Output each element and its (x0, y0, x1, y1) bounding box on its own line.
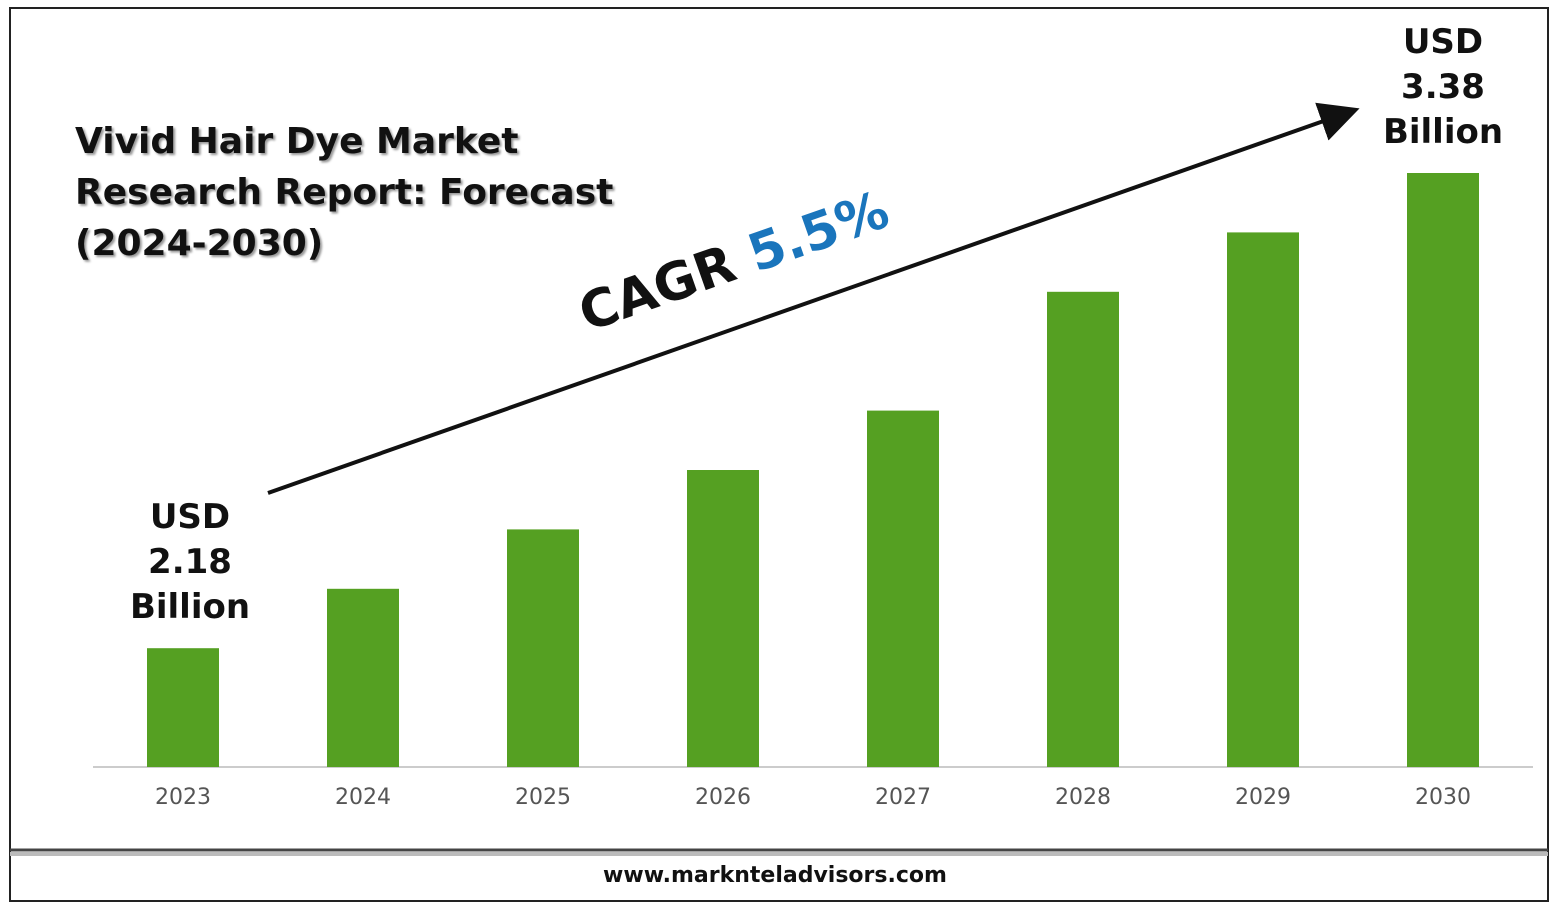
value-label-line: Billion (130, 587, 250, 627)
x-tick-label: 2026 (695, 785, 751, 810)
value-label-line: USD (150, 497, 230, 537)
cagr-label: CAGR 5.5% (571, 180, 896, 344)
trend-arrow (267, 102, 1360, 495)
value-label: USD 3.38 Billion (1383, 22, 1503, 152)
cagr-value: 5.5% (741, 180, 897, 284)
bar (687, 470, 759, 767)
frame (9, 7, 1549, 902)
bar (147, 648, 219, 767)
bar (867, 410, 939, 767)
value-label-line: USD (1403, 22, 1483, 62)
value-label-line: 2.18 (148, 542, 232, 582)
footer: www.marknteladvisors.com (603, 863, 947, 888)
value-label: USD 2.18 Billion (130, 497, 250, 627)
x-tick-label: 2023 (155, 785, 211, 810)
x-tick-label: 2028 (1055, 785, 1111, 810)
value-label-line: 3.38 (1401, 67, 1485, 107)
x-tick-label: 2024 (335, 785, 391, 810)
bar (1047, 291, 1119, 767)
chart-title: Vivid Hair Dye Market Research Report: F… (75, 121, 614, 264)
bar (1407, 173, 1479, 767)
x-tick-label: 2025 (515, 785, 571, 810)
x-tick-label: 2029 (1235, 785, 1291, 810)
bar (507, 529, 579, 767)
bar (1227, 232, 1299, 767)
x-tick-label: 2030 (1415, 785, 1471, 810)
value-label-line: Billion (1383, 112, 1503, 152)
bar (327, 588, 399, 767)
x-tick-label: 2027 (875, 785, 931, 810)
